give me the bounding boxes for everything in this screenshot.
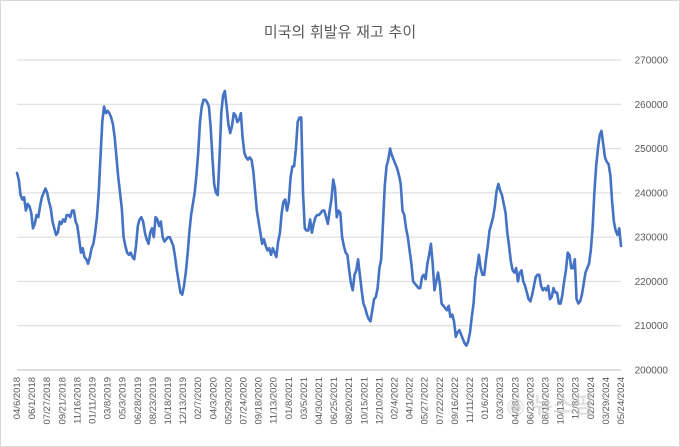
- x-tick-label: 04/6/2018: [12, 377, 23, 419]
- x-tick-label: 01/6/2023: [480, 377, 491, 419]
- x-tick-label: 02/2/2024: [586, 377, 597, 419]
- x-tick-label: 08/23/2019: [148, 377, 159, 425]
- x-tick-label: 03/5/2021: [299, 377, 310, 419]
- x-tick-label: 12/8/2023: [571, 377, 582, 419]
- x-tick-label: 06/1/2018: [27, 377, 38, 419]
- y-tick-label: 240000: [635, 188, 669, 199]
- x-tick-label: 02/4/2022: [390, 377, 401, 419]
- y-tick-label: 260000: [635, 100, 669, 111]
- x-tick-label: 04/1/2022: [405, 377, 416, 419]
- x-tick-label: 12/10/2021: [374, 377, 385, 425]
- series-line: [15, 89, 623, 347]
- chart-title: 미국의 휘발유 재고 추이: [264, 23, 416, 41]
- y-tick-label: 200000: [635, 366, 669, 377]
- x-tick-label: 09/18/2020: [254, 377, 265, 425]
- x-tick-label: 01/8/2021: [284, 377, 295, 419]
- watermark-logo: ◉ 뉴스핌: [506, 394, 594, 419]
- x-tick-label: 07/24/2020: [239, 377, 250, 425]
- gridlines: [17, 59, 621, 371]
- y-tick-label: 210000: [635, 321, 669, 332]
- y-tick-label: 250000: [635, 144, 669, 155]
- x-tick-label: 10/18/2019: [163, 377, 174, 425]
- x-tick-label: 10/13/2023: [556, 377, 567, 425]
- x-tick-label: 04/30/2021: [314, 377, 325, 425]
- x-tick-label: 09/21/2018: [57, 377, 68, 425]
- series-group: [15, 89, 623, 347]
- x-tick-label: 04/28/2023: [510, 377, 521, 425]
- x-tick-label: 08/18/2023: [541, 377, 552, 425]
- x-axis-ticks: 04/6/2018 06/1/2018 07/27/2018 09/21/2018 11…: [12, 377, 627, 425]
- x-tick-label: 05/27/2022: [420, 377, 431, 425]
- x-tick-label: 06/28/2019: [133, 377, 144, 425]
- x-tick-label: 01/11/2019: [88, 377, 99, 424]
- x-tick-label: 11/16/2018: [72, 377, 83, 424]
- x-tick-label: 06/23/2023: [525, 377, 536, 425]
- x-tick-label: 03/29/2024: [601, 377, 612, 425]
- x-tick-label: 11/13/2020: [269, 377, 280, 424]
- x-tick-label: 03/8/2019: [103, 377, 114, 419]
- x-tick-label: 07/27/2018: [42, 377, 53, 425]
- x-tick-label: 03/3/2023: [495, 377, 506, 419]
- x-tick-label: 05/29/2020: [223, 377, 234, 425]
- x-tick-label: 11/11/2022: [465, 377, 476, 423]
- y-tick-label: 220000: [635, 277, 669, 288]
- x-tick-label: 10/15/2021: [359, 377, 370, 425]
- x-tick-label: 06/25/2021: [329, 377, 340, 425]
- x-tick-label: 07/22/2022: [435, 377, 446, 425]
- x-tick-label: 05/24/2024: [616, 377, 627, 425]
- x-tick-label: 08/20/2021: [344, 377, 355, 425]
- x-tick-label: 02/7/2020: [193, 377, 204, 419]
- y-tick-label: 230000: [635, 233, 669, 244]
- x-tick-label: 12/13/2019: [178, 377, 189, 425]
- x-tick-label: 09/16/2022: [450, 377, 461, 425]
- y-tick-label: 270000: [635, 56, 669, 67]
- x-tick-label: 04/3/2020: [208, 377, 219, 419]
- y-axis-ticks: 200000 210000 220000 230000 240000 250000 2600…: [635, 56, 669, 377]
- x-tick-label: 05/3/2019: [118, 377, 129, 419]
